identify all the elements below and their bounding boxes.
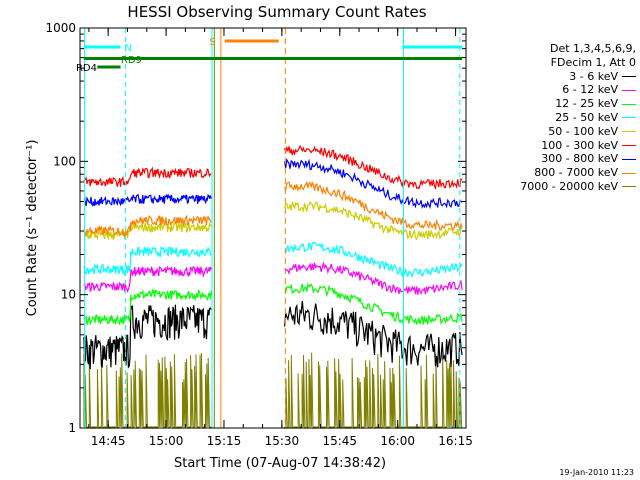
flag-label: N <box>124 43 131 54</box>
trace-segment <box>284 180 463 232</box>
legend: Det 1,3,4,5,6,9, FDecim 1, Att 0 3 - 6 k… <box>484 42 636 194</box>
y-tick-label: 10 <box>61 288 76 302</box>
x-tick-label: 16:15 <box>438 434 473 448</box>
legend-entry: 7000 - 20000 keV <box>484 180 636 194</box>
legend-swatch <box>622 103 636 105</box>
x-axis-ticks: 14:45 15:00 15:15 15:30 15:45 16:00 16:15 <box>88 28 473 448</box>
series-100-300-kev <box>83 144 463 190</box>
series-25-50-kev <box>83 241 463 279</box>
legend-entry: 6 - 12 keV <box>484 83 636 97</box>
chart-title: HESSI Observing Summary Count Rates <box>127 3 426 21</box>
legend-entry: 12 - 25 keV <box>484 97 636 111</box>
x-tick-label: 15:45 <box>322 434 357 448</box>
y-axis-ticks: 1 10 100 1000 <box>45 21 466 435</box>
trace-segment <box>83 352 212 430</box>
legend-label: 50 - 100 keV <box>548 124 618 138</box>
series-3-6-kev <box>83 301 463 370</box>
series-800-7000-kev <box>83 180 463 238</box>
time-markers <box>84 28 461 428</box>
legend-label: 3 - 6 keV <box>569 69 618 83</box>
trace-segment <box>83 221 212 241</box>
series-traces <box>83 144 463 430</box>
series-300-800-kev <box>83 157 463 210</box>
trace-segment <box>284 282 463 326</box>
legend-swatch <box>622 131 636 133</box>
legend-swatch <box>622 158 636 160</box>
x-axis-label: Start Time (07-Aug-07 14:38:42) <box>174 456 386 471</box>
series-50-100-kev <box>83 200 463 241</box>
legend-swatch <box>622 89 636 91</box>
flag-label: RD9 <box>121 55 142 66</box>
trace-segment <box>284 200 463 241</box>
trace-segment <box>83 304 212 370</box>
trace-segment <box>83 166 212 187</box>
trace-segment <box>284 301 463 368</box>
legend-header-decimation: FDecim 1, Att 0 <box>550 55 636 69</box>
trace-segment <box>284 157 463 210</box>
plot-timestamp: 19-Jan-2010 11:23 <box>559 468 634 477</box>
y-tick-label: 1000 <box>45 21 76 35</box>
legend-swatch <box>622 117 636 119</box>
legend-entry: 100 - 300 keV <box>484 139 636 153</box>
flag-s: S <box>209 37 279 48</box>
flag-label: S <box>209 37 215 48</box>
trace-segment <box>284 241 463 279</box>
legend-entry: 300 - 800 keV <box>484 152 636 166</box>
trace-segment <box>83 288 212 326</box>
legend-entry: 3 - 6 keV <box>484 70 636 84</box>
x-tick-label: 16:00 <box>380 434 415 448</box>
plot-frame <box>79 27 467 429</box>
series-7000-20000-kev <box>83 352 463 430</box>
legend-label: 100 - 300 keV <box>541 138 618 152</box>
legend-label: 300 - 800 keV <box>541 152 618 166</box>
trace-segment <box>83 245 212 276</box>
legend-label: 12 - 25 keV <box>555 97 618 111</box>
x-tick-label: 15:15 <box>207 434 242 448</box>
flag-label: RD4 <box>76 63 97 74</box>
series-12-25-kev <box>83 282 463 326</box>
trace-segment <box>284 261 463 295</box>
y-tick-label: 1 <box>68 421 76 435</box>
legend-label: 7000 - 20000 keV <box>520 179 618 193</box>
legend-swatch <box>622 75 636 77</box>
legend-header-detectors: Det 1,3,4,5,6,9, <box>549 42 636 55</box>
legend-entry: 800 - 7000 keV <box>484 166 636 180</box>
x-tick-label: 14:45 <box>91 434 126 448</box>
x-tick-label: 15:30 <box>265 434 300 448</box>
legend-swatch <box>622 144 636 146</box>
legend-label: 800 - 7000 keV <box>534 166 618 180</box>
legend-entry: 50 - 100 keV <box>484 125 636 139</box>
y-tick-label: 100 <box>53 154 76 168</box>
flag-rd9: RD9 <box>83 55 463 66</box>
legend-swatch <box>622 172 636 174</box>
trace-segment <box>83 193 212 207</box>
series-6-12-kev <box>83 261 463 295</box>
legend-swatch <box>622 186 636 188</box>
flag-n: N <box>83 43 463 54</box>
y-axis-label: Count Rate (s⁻¹ detector⁻¹) <box>25 140 40 317</box>
legend-label: 6 - 12 keV <box>562 83 618 97</box>
flag-rd4: RD4 <box>76 63 121 74</box>
trace-segment <box>83 265 212 293</box>
legend-label: 25 - 50 keV <box>555 110 618 124</box>
legend-entry: 25 - 50 keV <box>484 111 636 125</box>
trace-segment <box>284 144 463 190</box>
x-tick-label: 15:00 <box>149 434 184 448</box>
trace-segment <box>83 214 212 238</box>
